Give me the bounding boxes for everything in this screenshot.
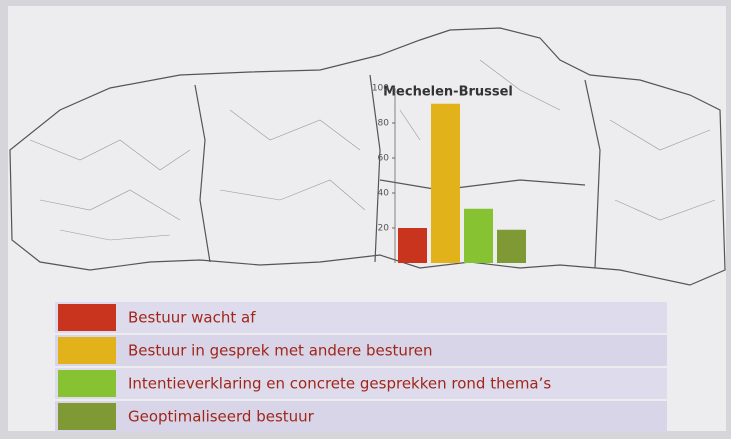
bar xyxy=(464,209,493,263)
y-tick-label: 60 xyxy=(378,154,390,164)
legend-swatch xyxy=(58,337,116,364)
y-tick-label: 80 xyxy=(378,119,390,129)
legend-label: Bestuur in gesprek met andere besturen xyxy=(128,342,433,360)
chart-title: Mechelen-Brussel xyxy=(383,85,513,100)
chart: Mechelen-Brussel Bestuur wacht af Bestuur… xyxy=(0,0,731,439)
page: {"chart_data": {"type": "bar", "title": … xyxy=(0,0,731,439)
y-tick-label: 40 xyxy=(378,189,390,199)
legend-swatch xyxy=(58,370,116,397)
y-tick-label: 20 xyxy=(378,224,390,234)
legend-label: Bestuur wacht af xyxy=(128,309,256,327)
bar xyxy=(398,228,427,263)
legend-label: Geoptimaliseerd bestuur xyxy=(128,408,315,426)
bar xyxy=(431,104,460,263)
y-tick-label: 100 xyxy=(372,84,389,94)
legend-swatch xyxy=(58,403,116,430)
slide xyxy=(8,6,726,431)
bar xyxy=(497,230,526,263)
legend-label: Intentieverklaring en concrete gesprekke… xyxy=(128,375,551,393)
legend-swatch xyxy=(58,304,116,331)
